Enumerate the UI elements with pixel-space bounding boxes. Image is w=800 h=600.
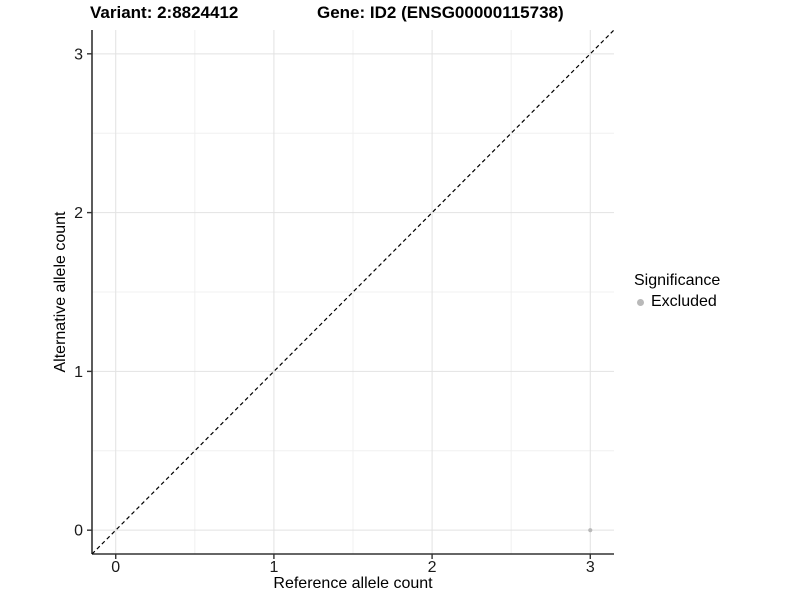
legend: Significance Excluded <box>634 271 720 311</box>
legend-title: Significance <box>634 272 721 289</box>
y-tick-label: 0 <box>74 523 83 540</box>
y-tick-label: 2 <box>74 205 83 222</box>
y-tick-label: 3 <box>74 46 83 63</box>
x-axis-label: Reference allele count <box>273 575 433 592</box>
x-tick-label: 1 <box>269 559 278 576</box>
x-tick-label: 3 <box>586 559 595 576</box>
x-tick-label: 2 <box>428 559 437 576</box>
legend-item-excluded: Excluded <box>634 293 720 311</box>
data-point <box>588 528 593 533</box>
legend-item-label: Excluded <box>651 293 717 310</box>
identity-dashed-line <box>91 29 615 555</box>
plot-title-variant: Variant: 2:8824412 <box>90 3 239 22</box>
y-tick-label: 1 <box>74 364 83 381</box>
plot-title-gene: Gene: ID2 (ENSG00000115738) <box>317 3 564 22</box>
legend-point-icon <box>637 298 644 306</box>
x-tick-label: 0 <box>111 559 120 576</box>
y-axis-label: Alternative allele count <box>52 211 69 373</box>
